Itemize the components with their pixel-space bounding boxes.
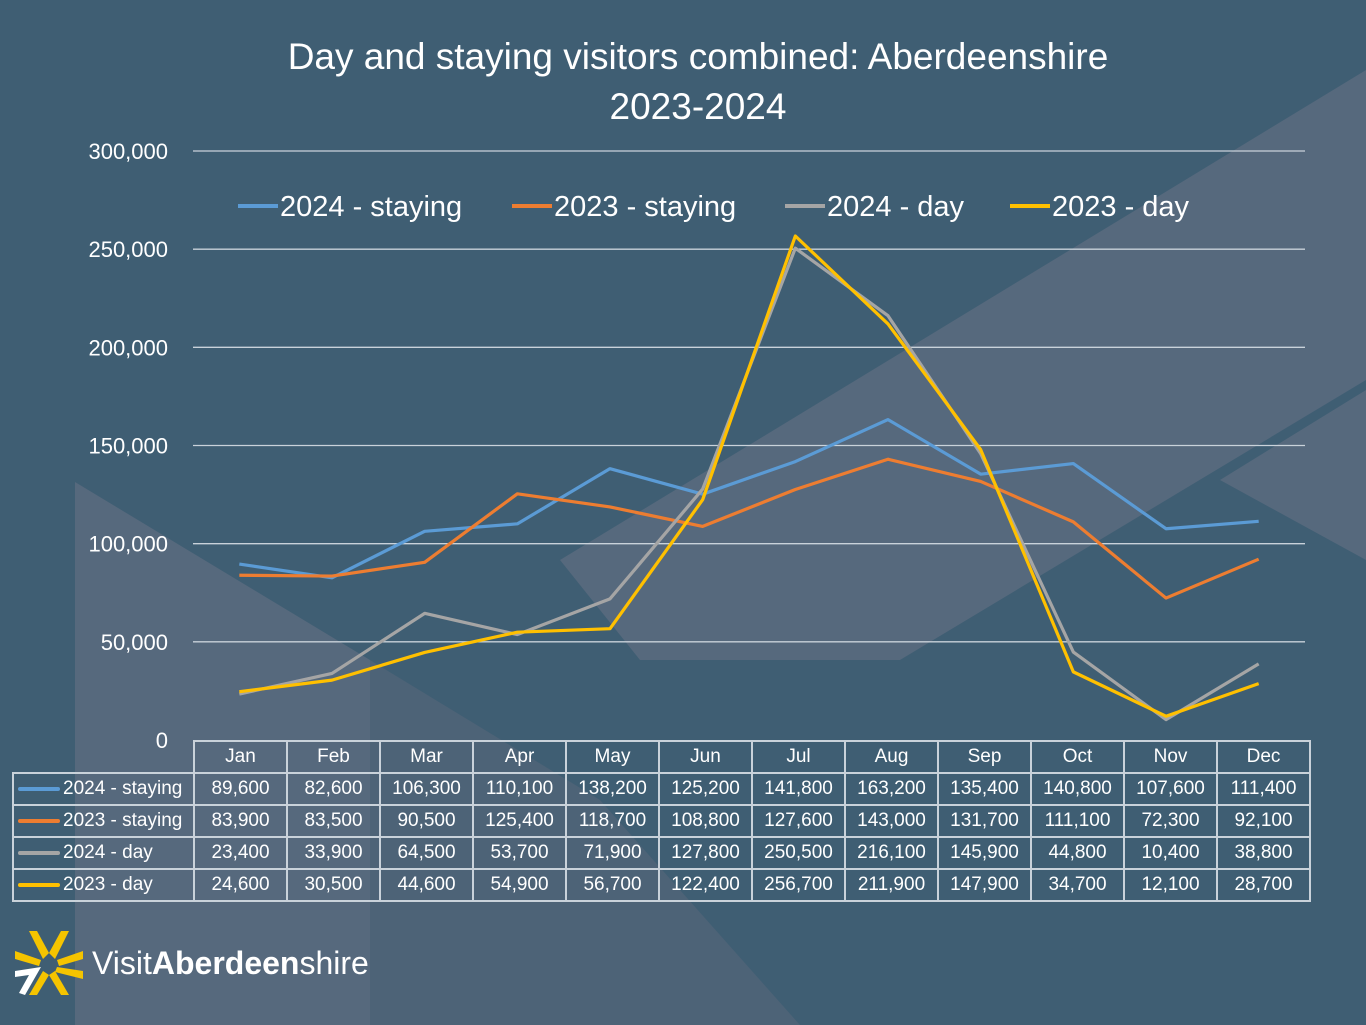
data-label: 83,500 — [286, 804, 381, 838]
data-label: 72,300 — [1123, 804, 1218, 838]
series-name: 2024 - day — [63, 842, 153, 863]
table-row: 2023 - staying 83,900 83,500 90,500 125,400 1… — [12, 804, 1311, 838]
data-label: 56,700 — [565, 868, 660, 902]
legend-label: 2024 - staying — [280, 191, 462, 223]
data-label: 30,500 — [286, 868, 381, 902]
chart-title-line2: 2023-2024 — [609, 86, 787, 127]
data-label: 135,400 — [937, 772, 1032, 806]
data-label: 12,100 — [1123, 868, 1218, 902]
data-label: 71,900 — [565, 836, 660, 870]
data-label: 33,900 — [286, 836, 381, 870]
chart-title: Day and staying visitors combined: Aberd… — [0, 32, 1366, 132]
data-label: 89,600 — [193, 772, 288, 806]
series-line-2024-day — [238, 246, 1260, 722]
chart-title-line1: Day and staying visitors combined: Aberd… — [287, 36, 1109, 77]
x-tick-label: Mar — [379, 740, 474, 774]
logo-text: VisitAberdeenshire — [92, 944, 369, 981]
legend-key-icon — [18, 818, 60, 823]
y-tick-label: 150,000 — [88, 434, 168, 459]
legend-label: 2023 - staying — [554, 191, 736, 223]
data-label: 108,800 — [658, 804, 753, 838]
y-tick-label: 300,000 — [88, 139, 168, 164]
series-line-2024-staying — [239, 417, 1259, 580]
table-corner — [13, 741, 194, 774]
series-name: 2023 - day — [63, 874, 153, 895]
data-label: 111,100 — [1030, 804, 1125, 838]
table-row: 2024 - day 23,400 33,900 64,500 53,700 71,900… — [12, 836, 1311, 870]
row-label: 2023 - staying — [12, 804, 195, 838]
data-label: 90,500 — [379, 804, 474, 838]
data-label: 64,500 — [379, 836, 474, 870]
data-label: 44,600 — [379, 868, 474, 902]
legend-key-icon — [18, 882, 60, 887]
data-label: 106,300 — [379, 772, 474, 806]
y-tick-label: 200,000 — [88, 335, 168, 360]
data-label: 111,400 — [1216, 772, 1311, 806]
y-tick-label: 250,000 — [88, 237, 168, 262]
visit-aberdeenshire-logo: VisitAberdeenshire — [14, 928, 369, 998]
x-tick-label: Jan — [193, 740, 288, 774]
x-tick-label: Sep — [937, 740, 1032, 774]
data-label: 147,900 — [937, 868, 1032, 902]
data-label: 140,800 — [1030, 772, 1125, 806]
data-label: 125,200 — [658, 772, 753, 806]
legend-key-icon — [18, 850, 60, 855]
logo-star-icon — [15, 931, 83, 995]
data-label: 53,700 — [472, 836, 567, 870]
data-label: 141,800 — [751, 772, 846, 806]
data-table: Jan Feb Mar Apr May Jun Jul Aug Sep Oct Nov Dec 2024… — [12, 740, 1311, 902]
x-tick-label: Jun — [658, 740, 753, 774]
legend-key-icon — [18, 786, 60, 791]
x-tick-label: Dec — [1216, 740, 1311, 774]
x-tick-label: Nov — [1123, 740, 1218, 774]
data-label: 38,800 — [1216, 836, 1311, 870]
data-label: 23,400 — [193, 836, 288, 870]
data-label: 216,100 — [844, 836, 939, 870]
data-label: 83,900 — [193, 804, 288, 838]
data-label: 92,100 — [1216, 804, 1311, 838]
data-label: 127,800 — [658, 836, 753, 870]
x-tick-label: Aug — [844, 740, 939, 774]
data-label: 138,200 — [565, 772, 660, 806]
x-tick-label: Oct — [1030, 740, 1125, 774]
row-label: 2024 - staying — [12, 772, 195, 806]
series-line-2023-staying — [239, 457, 1260, 600]
series-name: 2024 - staying — [63, 778, 183, 799]
data-label: 110,100 — [472, 772, 567, 806]
data-label: 250,500 — [751, 836, 846, 870]
x-tick-label: Feb — [286, 740, 381, 774]
table-row: 2024 - staying 89,600 82,600 106,300 110,100… — [12, 772, 1311, 806]
data-label: 82,600 — [286, 772, 381, 806]
data-label: 143,000 — [844, 804, 939, 838]
data-label: 28,700 — [1216, 868, 1311, 902]
legend-label: 2024 - day — [827, 191, 965, 223]
y-tick-label: 100,000 — [88, 532, 168, 557]
x-tick-label: Apr — [472, 740, 567, 774]
table-row: 2023 - day 24,600 30,500 44,600 54,900 56,700… — [12, 868, 1311, 902]
legend-label: 2023 - day — [1052, 191, 1190, 223]
data-label: 131,700 — [937, 804, 1032, 838]
data-label: 118,700 — [565, 804, 660, 838]
data-label: 125,400 — [472, 804, 567, 838]
row-label: 2024 - day — [12, 836, 195, 870]
data-label: 10,400 — [1123, 836, 1218, 870]
data-label: 256,700 — [751, 868, 846, 902]
y-tick-label: 50,000 — [101, 630, 168, 655]
data-label: 163,200 — [844, 772, 939, 806]
series-line-2023-day — [239, 234, 1260, 718]
x-tick-label: Jul — [751, 740, 846, 774]
series-name: 2023 - staying — [63, 810, 183, 831]
row-label: 2023 - day — [12, 868, 195, 902]
data-label: 127,600 — [751, 804, 846, 838]
data-label: 145,900 — [937, 836, 1032, 870]
data-label: 211,900 — [844, 868, 939, 902]
data-label: 122,400 — [658, 868, 753, 902]
x-tick-label: May — [565, 740, 660, 774]
data-label: 24,600 — [193, 868, 288, 902]
data-label: 44,800 — [1030, 836, 1125, 870]
data-label: 34,700 — [1030, 868, 1125, 902]
table-header-row: Jan Feb Mar Apr May Jun Jul Aug Sep Oct Nov Dec — [13, 740, 1311, 774]
data-label: 107,600 — [1123, 772, 1218, 806]
data-label: 54,900 — [472, 868, 567, 902]
